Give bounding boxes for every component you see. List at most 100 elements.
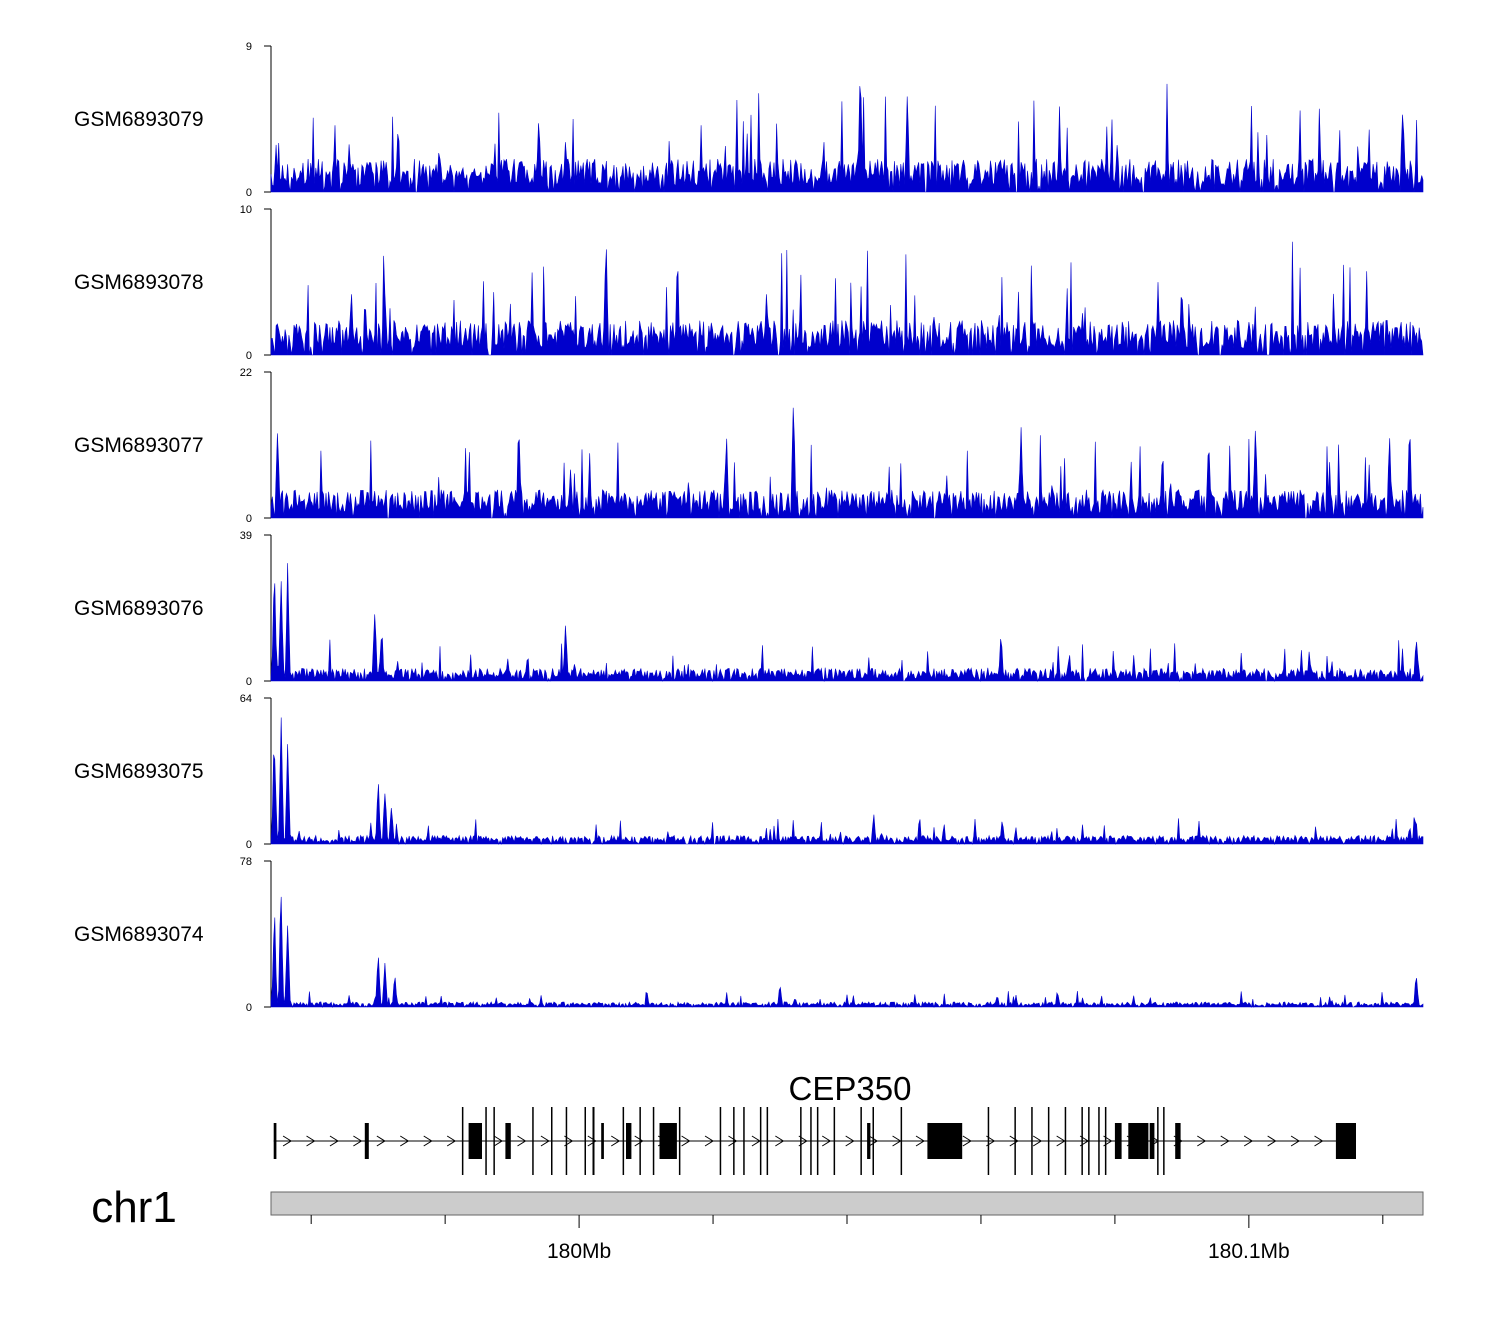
gene-exon <box>639 1107 641 1175</box>
strand-arrow <box>587 1135 597 1147</box>
gene-exon <box>927 1123 963 1159</box>
y-zero-label: 0 <box>246 839 252 851</box>
strand-arrow <box>962 1135 972 1147</box>
strand-arrow <box>821 1135 832 1147</box>
y-zero-label: 0 <box>246 676 252 688</box>
strand-arrow <box>329 1135 339 1147</box>
strand-arrow <box>704 1135 714 1147</box>
genome-axis: 180Mb 180.1Mb <box>310 1215 1384 1263</box>
track-label: GSM6893078 <box>74 271 204 294</box>
track-label: GSM6893074 <box>74 923 204 946</box>
strand-arrow <box>845 1135 855 1147</box>
chromosome-track: chr1 180Mb 180.1Mb <box>91 1183 1424 1263</box>
strand-arrow <box>1267 1135 1277 1147</box>
gene-name-label: CEP350 <box>789 1070 912 1107</box>
gene-exon <box>810 1107 812 1175</box>
gene-exon <box>816 1107 819 1175</box>
gene-exon <box>584 1107 586 1175</box>
strand-arrow <box>775 1135 785 1147</box>
gene-exon <box>1128 1123 1149 1159</box>
gene-exon <box>532 1107 534 1175</box>
coverage-area <box>270 717 1424 846</box>
gene-exon <box>833 1107 836 1175</box>
gene-track: CEP350 <box>273 1070 1357 1175</box>
gene-exon <box>872 1107 874 1175</box>
axis-tick-label: 180.1Mb <box>1208 1240 1290 1263</box>
gene-exon <box>364 1123 369 1159</box>
strand-arrow <box>493 1135 503 1147</box>
gene-exon <box>468 1123 482 1159</box>
track-GSM6893076: GSM6893076 39 0 <box>74 530 1424 688</box>
strand-arrow <box>400 1135 410 1147</box>
strand-arrow <box>1290 1135 1301 1147</box>
y-max-label: 78 <box>240 856 252 868</box>
gene-exon <box>733 1107 735 1175</box>
strand-arrow <box>610 1135 621 1147</box>
gene-exon <box>1149 1123 1155 1159</box>
strand-arrow <box>306 1135 316 1147</box>
gene-exon <box>860 1107 862 1175</box>
strand-arrow <box>376 1135 386 1147</box>
gene-exon <box>1014 1107 1016 1175</box>
gene-exon <box>1047 1107 1050 1175</box>
gene-exon <box>652 1107 655 1175</box>
track-GSM6893078: GSM6893078 10 0 <box>74 204 1424 362</box>
track-label: GSM6893077 <box>74 434 204 457</box>
y-zero-label: 0 <box>246 350 252 362</box>
strand-arrow <box>915 1135 925 1147</box>
y-zero-label: 0 <box>246 513 252 525</box>
gene-exon <box>551 1107 553 1175</box>
y-max-label: 64 <box>240 693 252 705</box>
strand-arrow <box>1009 1135 1019 1147</box>
chromosome-bar <box>270 1191 1424 1216</box>
gene-exon <box>485 1107 487 1175</box>
coverage-area <box>270 83 1424 193</box>
gene-exon <box>987 1107 990 1175</box>
gene-exon <box>678 1107 681 1175</box>
strand-arrow <box>634 1135 644 1147</box>
gene-exon <box>1114 1123 1122 1159</box>
gene-exon <box>505 1123 511 1159</box>
strand-arrow <box>1056 1135 1066 1147</box>
gene-exon <box>743 1107 745 1175</box>
strand-arrow <box>868 1135 879 1147</box>
track-label: GSM6893075 <box>74 760 204 783</box>
gene-exon <box>659 1123 677 1159</box>
gene-exon <box>461 1107 464 1175</box>
strand-arrow <box>446 1135 457 1147</box>
track-label: GSM6893079 <box>74 108 204 131</box>
gene-exon <box>1335 1123 1356 1159</box>
strand-arrow <box>423 1135 433 1147</box>
strand-arrow <box>282 1135 293 1147</box>
y-zero-label: 0 <box>246 187 252 199</box>
strand-arrow <box>353 1135 363 1147</box>
strand-arrow <box>1032 1135 1043 1147</box>
coverage-area <box>270 241 1424 356</box>
gene-exon <box>493 1107 495 1175</box>
strand-arrow <box>517 1135 527 1147</box>
gene-exon <box>1104 1107 1107 1175</box>
gene-model <box>273 1107 1357 1175</box>
strand-arrow <box>1314 1135 1324 1147</box>
gene-exon <box>592 1107 595 1175</box>
gene-exon <box>867 1123 871 1159</box>
strand-arrow <box>540 1135 550 1147</box>
y-max-label: 10 <box>240 204 252 216</box>
track-label: GSM6893076 <box>74 597 204 620</box>
track-GSM6893075: GSM6893075 64 0 <box>74 693 1424 851</box>
gene-exon <box>759 1107 762 1175</box>
strand-arrow <box>681 1135 691 1147</box>
gene-exon <box>622 1107 625 1175</box>
gene-exon <box>800 1107 802 1175</box>
gene-exon <box>273 1123 277 1159</box>
coverage-area <box>270 407 1424 519</box>
gene-exon <box>1088 1107 1090 1175</box>
track-GSM6893074: GSM6893074 78 0 <box>74 856 1424 1014</box>
gene-exon <box>1098 1107 1100 1175</box>
gene-exon <box>900 1107 903 1175</box>
gene-exon <box>1064 1107 1067 1175</box>
axis-tick-label: 180Mb <box>547 1240 611 1263</box>
track-GSM6893079: GSM6893079 9 0 <box>74 41 1424 199</box>
gene-exon <box>626 1123 632 1159</box>
